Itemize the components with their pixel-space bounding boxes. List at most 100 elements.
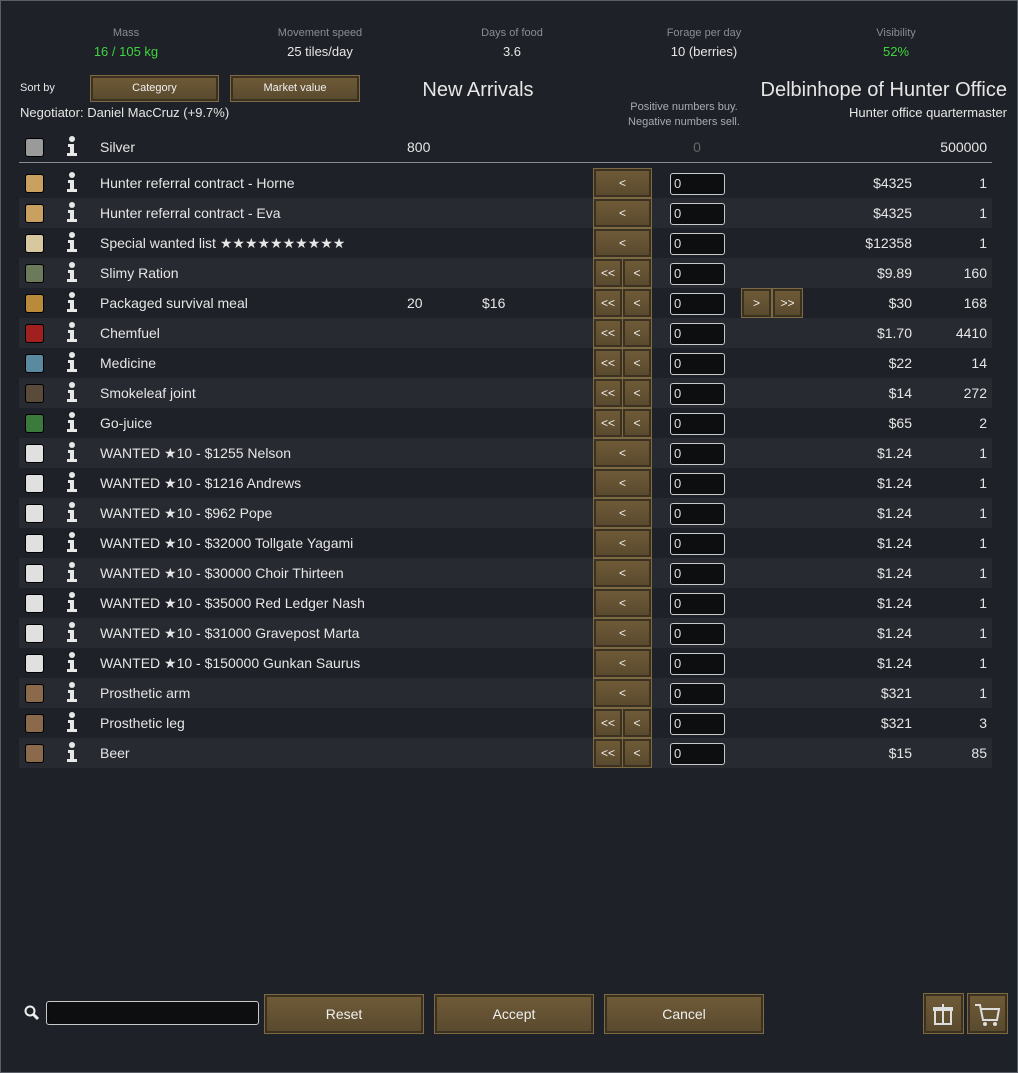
trader-price: $1.24 (876, 475, 912, 491)
item-icon (25, 474, 44, 493)
gift-button[interactable] (923, 993, 964, 1034)
transfer-button[interactable]: < (593, 498, 652, 528)
amount-input[interactable]: 0 (670, 263, 725, 285)
transfer-button[interactable]: < (593, 198, 652, 228)
transfer-button[interactable]: < (593, 168, 652, 198)
trader-count: 1 (979, 505, 987, 521)
info-icon[interactable] (65, 621, 79, 643)
hint: Positive numbers buy. (630, 101, 738, 113)
item-name: Silver (100, 139, 136, 155)
transfer-button[interactable]: < (593, 618, 652, 648)
item-icon (25, 138, 44, 157)
transfer-button[interactable]: < (593, 468, 652, 498)
item-icon (25, 294, 44, 313)
transfer-button[interactable]: < (622, 408, 652, 438)
info-icon[interactable] (65, 171, 79, 193)
transfer-button[interactable]: < (593, 558, 652, 588)
info-icon[interactable] (65, 231, 79, 253)
item-icon (25, 414, 44, 433)
cart-button[interactable] (967, 993, 1008, 1034)
info-icon[interactable] (65, 711, 79, 733)
trader-count: 1 (979, 565, 987, 581)
info-icon[interactable] (65, 471, 79, 493)
info-icon[interactable] (65, 651, 79, 673)
transfer-button[interactable]: < (593, 588, 652, 618)
transfer-button[interactable]: << (593, 318, 623, 348)
transfer-button[interactable]: < (622, 348, 652, 378)
amount-input[interactable]: 0 (670, 233, 725, 255)
info-icon[interactable] (65, 681, 79, 703)
transfer-button[interactable]: << (593, 708, 623, 738)
item-icon (25, 324, 44, 343)
amount-input[interactable]: 0 (670, 593, 725, 615)
amount-input[interactable]: 0 (670, 713, 725, 735)
amount-input[interactable]: 0 (670, 743, 725, 765)
trader-count: 1 (979, 175, 987, 191)
info-icon[interactable] (65, 591, 79, 613)
sort-button[interactable]: Market value (230, 75, 360, 102)
info-icon[interactable] (65, 441, 79, 463)
transfer-button[interactable]: < (622, 738, 652, 768)
transfer-button[interactable]: << (593, 288, 623, 318)
sort-button[interactable]: Category (90, 75, 219, 102)
transfer-button[interactable]: << (593, 378, 623, 408)
footer-button[interactable]: Reset (264, 994, 424, 1034)
transfer-button[interactable]: << (593, 258, 623, 288)
info-icon[interactable] (65, 261, 79, 283)
transfer-button[interactable]: << (593, 738, 623, 768)
info-icon[interactable] (65, 531, 79, 553)
search-input[interactable] (46, 1001, 259, 1025)
info-icon[interactable] (65, 501, 79, 523)
transfer-button[interactable]: < (593, 528, 652, 558)
amount-input[interactable]: 0 (670, 353, 725, 375)
info-icon[interactable] (65, 351, 79, 373)
transfer-button[interactable]: < (622, 258, 652, 288)
transfer-button[interactable]: < (593, 228, 652, 258)
search-icon (24, 1005, 40, 1021)
amount-input[interactable]: 0 (670, 473, 725, 495)
transfer-button[interactable]: << (593, 408, 623, 438)
amount-input[interactable]: 0 (670, 203, 725, 225)
info-icon[interactable] (65, 201, 79, 223)
transfer-button[interactable]: < (622, 288, 652, 318)
amount-input[interactable]: 0 (670, 443, 725, 465)
amount-input[interactable]: 0 (670, 563, 725, 585)
footer-button[interactable]: Accept (434, 994, 594, 1034)
transfer-button[interactable]: < (622, 708, 652, 738)
amount-input[interactable]: 0 (670, 173, 725, 195)
amount-input[interactable]: 0 (670, 293, 725, 315)
info-icon[interactable] (65, 411, 79, 433)
trader-price: $15 (888, 745, 912, 761)
info-icon[interactable] (65, 135, 79, 157)
item-icon (25, 204, 44, 223)
trade-amount: 0 (693, 139, 701, 155)
trader-price: $1.70 (876, 325, 912, 341)
footer-button[interactable]: Cancel (604, 994, 764, 1034)
info-icon[interactable] (65, 321, 79, 343)
transfer-button[interactable]: < (593, 678, 652, 708)
trader-count: 1 (979, 235, 987, 251)
amount-input[interactable]: 0 (670, 653, 725, 675)
info-icon[interactable] (65, 561, 79, 583)
transfer-button[interactable]: << (593, 348, 623, 378)
transfer-button[interactable]: > (741, 288, 772, 318)
amount-input[interactable]: 0 (670, 533, 725, 555)
transfer-button[interactable]: < (622, 378, 652, 408)
transfer-button[interactable]: < (622, 318, 652, 348)
amount-input[interactable]: 0 (670, 683, 725, 705)
info-icon[interactable] (65, 291, 79, 313)
amount-input[interactable]: 0 (670, 413, 725, 435)
transfer-button[interactable]: >> (772, 288, 803, 318)
amount-input[interactable]: 0 (670, 383, 725, 405)
transfer-button[interactable]: < (593, 648, 652, 678)
info-icon[interactable] (65, 381, 79, 403)
item-name: Prosthetic leg (100, 715, 185, 731)
info-icon[interactable] (65, 741, 79, 763)
amount-input[interactable]: 0 (670, 503, 725, 525)
transfer-button[interactable]: < (593, 438, 652, 468)
amount-input[interactable]: 0 (670, 623, 725, 645)
item-icon (25, 264, 44, 283)
item-icon (25, 384, 44, 403)
amount-input[interactable]: 0 (670, 323, 725, 345)
item-name: Smokeleaf joint (100, 385, 196, 401)
